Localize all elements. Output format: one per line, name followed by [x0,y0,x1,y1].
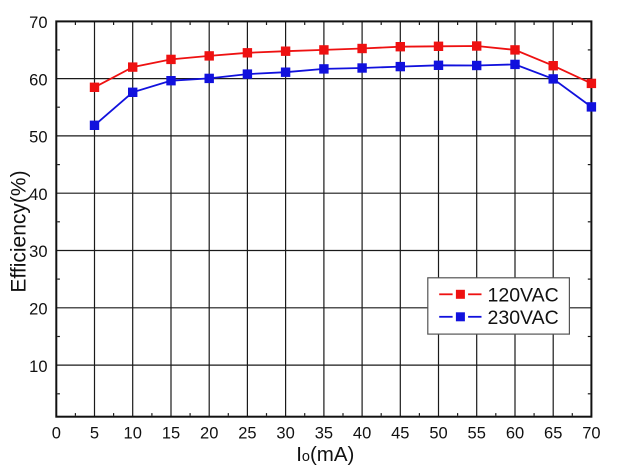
svg-text:60: 60 [506,424,524,442]
svg-text:40: 40 [29,186,47,204]
svg-text:0: 0 [52,424,61,442]
svg-text:55: 55 [468,424,486,442]
svg-text:70: 70 [582,424,600,442]
svg-text:50: 50 [429,424,447,442]
svg-text:Efficiency(%): Efficiency(%) [8,170,31,292]
svg-text:Io(mA): Io(mA) [296,443,354,466]
svg-text:50: 50 [29,129,47,147]
svg-text:120VAC: 120VAC [488,284,559,306]
svg-text:10: 10 [29,358,47,376]
svg-text:40: 40 [353,424,371,442]
svg-text:30: 30 [29,243,47,261]
svg-text:25: 25 [238,424,256,442]
svg-text:60: 60 [29,71,47,89]
svg-text:5: 5 [90,424,99,442]
svg-text:35: 35 [315,424,333,442]
svg-text:30: 30 [276,424,294,442]
svg-text:15: 15 [162,424,180,442]
svg-text:65: 65 [544,424,562,442]
svg-text:10: 10 [124,424,142,442]
svg-text:20: 20 [29,301,47,319]
svg-text:230VAC: 230VAC [488,307,559,329]
svg-text:70: 70 [29,14,47,32]
svg-text:45: 45 [391,424,409,442]
svg-text:20: 20 [200,424,218,442]
